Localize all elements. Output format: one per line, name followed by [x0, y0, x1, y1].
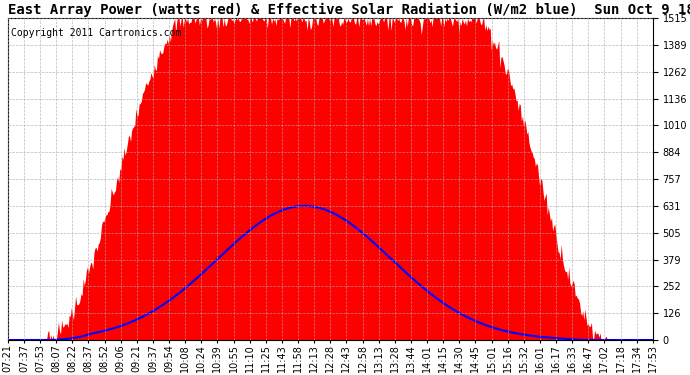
Text: East Array Power (watts red) & Effective Solar Radiation (W/m2 blue)  Sun Oct 9 : East Array Power (watts red) & Effective…	[8, 3, 690, 17]
Text: Copyright 2011 Cartronics.com: Copyright 2011 Cartronics.com	[11, 28, 181, 38]
